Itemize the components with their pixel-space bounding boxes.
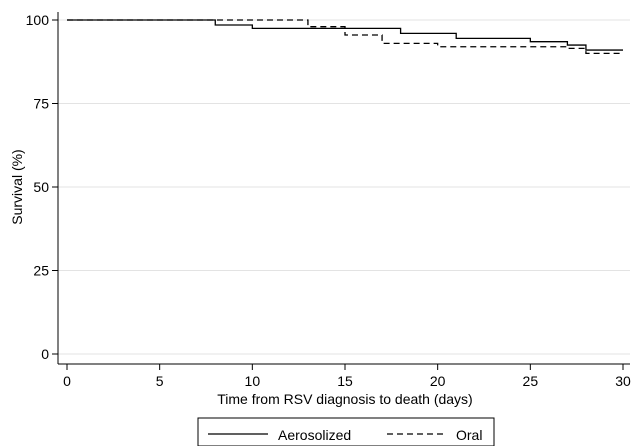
y-axis-label: Survival (%) [9,149,25,224]
legend-label-aerosolized: Aerosolized [278,427,351,443]
series-lines [67,19,623,55]
x-tick-label-25: 25 [523,373,539,389]
x-tick-label-15: 15 [337,373,353,389]
x-tick-label-5: 5 [156,373,164,389]
x-tick-label-20: 20 [430,373,446,389]
legend-label-oral: Oral [456,427,482,443]
x-axis-label: Time from RSV diagnosis to death (days) [217,391,472,407]
series-line-aerosolized [67,19,623,51]
x-tick-label-10: 10 [245,373,261,389]
x-axis-ticks: 0 5 10 15 20 25 30 [63,364,631,389]
x-tick-label-0: 0 [63,373,71,389]
legend-box [197,417,495,446]
legend: Aerosolized Oral [197,417,495,446]
y-axis-ticks: 0 25 50 75 100 [26,12,58,362]
gridlines [58,19,630,355]
y-tick-label-50: 50 [33,179,49,195]
y-tick-label-0: 0 [41,346,49,362]
x-tick-label-30: 30 [615,373,631,389]
y-tick-label-25: 25 [33,263,49,279]
y-tick-label-75: 75 [33,96,49,112]
series-line-oral [67,19,623,55]
y-tick-label-100: 100 [26,12,50,28]
